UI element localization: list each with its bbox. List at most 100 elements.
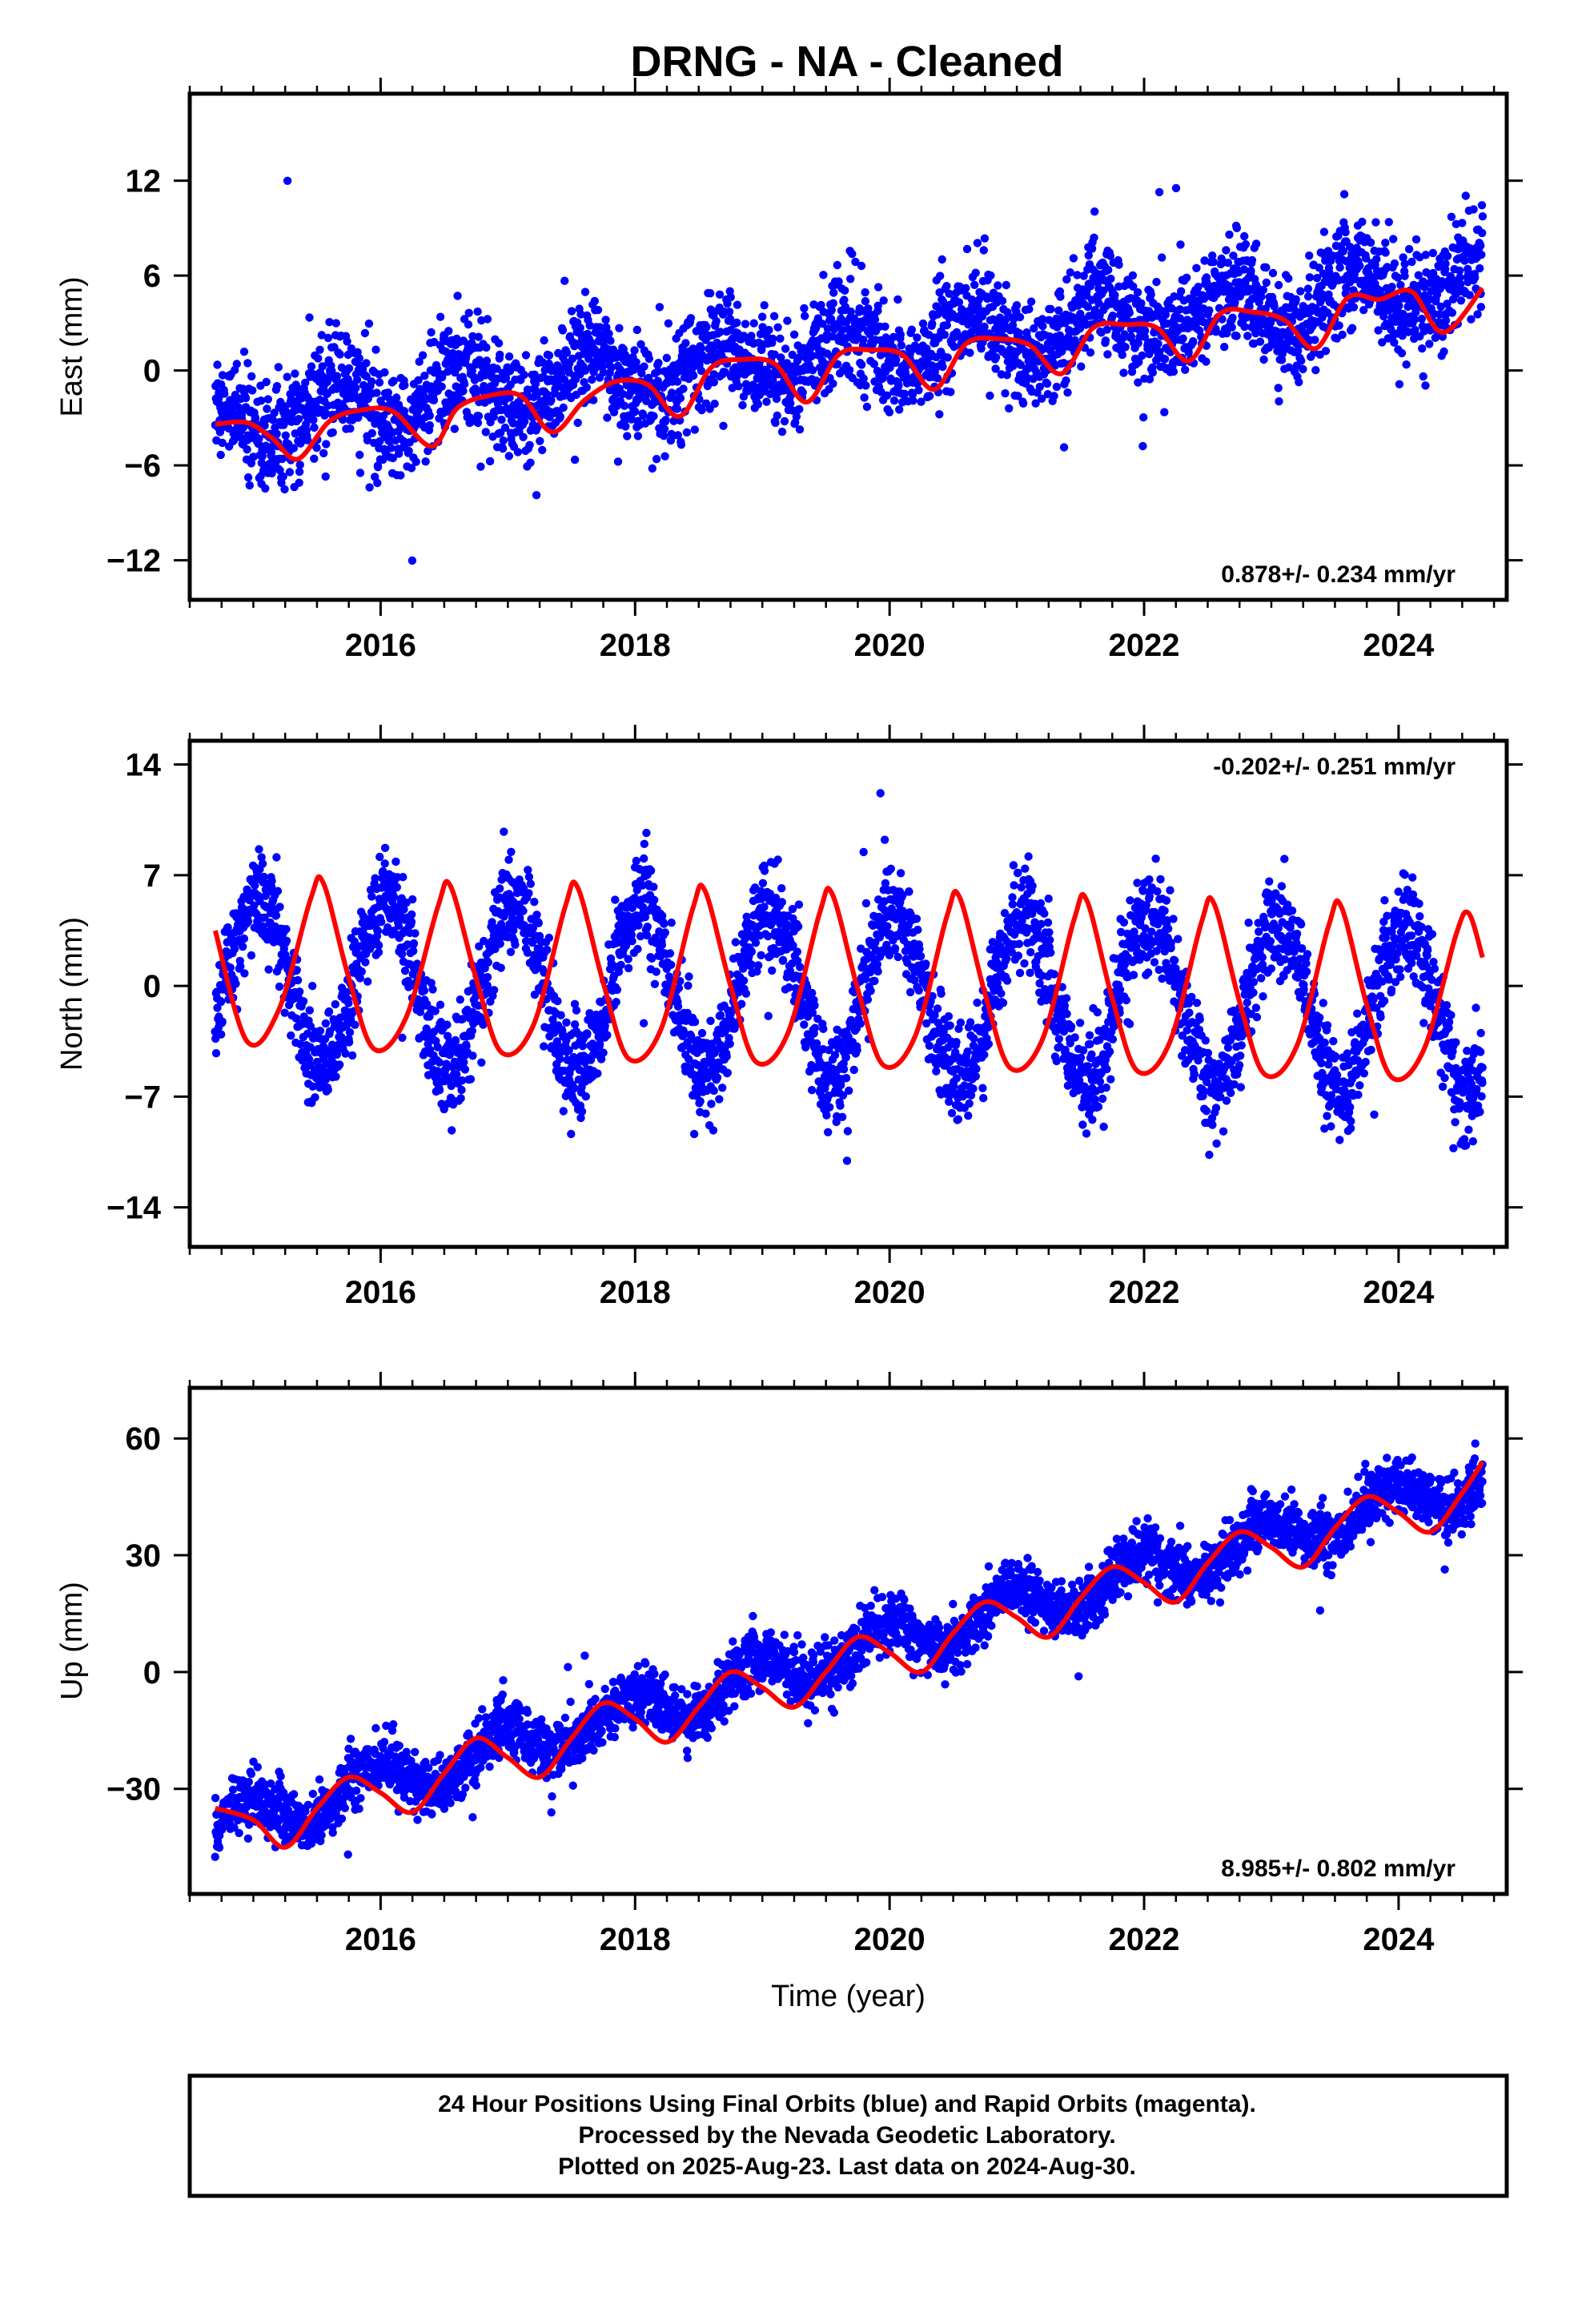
data-point [318, 372, 327, 380]
data-point [559, 1107, 568, 1116]
data-point [1441, 316, 1451, 325]
data-point [829, 379, 837, 388]
data-point [331, 1072, 340, 1081]
data-point [482, 356, 492, 365]
data-point [696, 1097, 705, 1106]
data-point [339, 415, 347, 424]
data-point [861, 381, 870, 390]
data-point [859, 374, 868, 383]
data-point [1066, 268, 1075, 277]
data-point [1155, 348, 1164, 356]
data-point [1152, 277, 1161, 287]
data-point [676, 394, 685, 403]
data-point [1014, 392, 1022, 400]
data-point [907, 325, 917, 334]
data-point [272, 382, 282, 391]
data-point [247, 459, 256, 468]
data-point [560, 276, 569, 285]
data-point [1315, 263, 1323, 272]
data-point [612, 985, 622, 995]
data-point [833, 260, 842, 270]
data-point [236, 433, 245, 442]
data-point [1062, 275, 1071, 284]
data-point [1411, 235, 1421, 244]
data-point [1338, 330, 1347, 340]
data-point [1421, 381, 1430, 390]
data-point [611, 895, 620, 904]
data-point [862, 402, 872, 412]
data-point [777, 884, 786, 893]
data-point [1231, 298, 1239, 307]
data-point [256, 396, 266, 405]
data-point [682, 428, 692, 437]
data-point [507, 847, 516, 857]
data-point [389, 892, 399, 902]
data-point [282, 925, 291, 934]
data-point [604, 329, 613, 338]
data-point [689, 1129, 699, 1139]
data-point [567, 1129, 576, 1139]
data-point [1144, 307, 1154, 316]
data-point [733, 300, 742, 309]
data-point [933, 374, 942, 383]
data-point [218, 1017, 227, 1026]
data-point [739, 976, 749, 985]
data-point [725, 308, 734, 316]
data-point [1455, 266, 1464, 275]
data-point [1178, 334, 1187, 343]
data-point [846, 275, 855, 283]
data-point [399, 873, 408, 882]
data-point [1094, 299, 1103, 308]
data-point [713, 1073, 722, 1082]
data-point [848, 249, 857, 259]
data-point [323, 1085, 332, 1095]
data-point [1410, 315, 1419, 324]
data-point [754, 961, 763, 970]
data-point [559, 403, 568, 412]
data-point [709, 378, 718, 387]
data-point [600, 1021, 609, 1031]
data-point [900, 389, 909, 398]
data-point [540, 365, 549, 375]
data-point [243, 445, 251, 454]
data-point [321, 1019, 330, 1028]
data-point [524, 872, 534, 882]
data-point [421, 457, 430, 466]
data-point [800, 304, 809, 313]
data-point [1341, 227, 1350, 237]
data-point [1225, 230, 1234, 239]
data-point [364, 319, 374, 328]
data-point [556, 412, 564, 421]
data-point [1476, 263, 1484, 273]
data-point [661, 452, 669, 460]
data-point [684, 981, 693, 991]
data-point [624, 963, 633, 973]
data-point [1441, 259, 1450, 268]
data-point [533, 423, 542, 432]
data-point [580, 287, 590, 296]
data-point [737, 999, 746, 1008]
data-point [917, 397, 926, 406]
data-point [747, 332, 756, 340]
data-point [762, 397, 771, 406]
data-point [409, 939, 419, 948]
data-point [520, 370, 528, 380]
data-point [653, 367, 662, 376]
data-point [795, 425, 805, 434]
data-point [1305, 251, 1314, 260]
data-point [1335, 321, 1343, 330]
data-point [523, 948, 532, 957]
data-point [1291, 295, 1300, 304]
data-point [310, 454, 319, 463]
data-point [618, 389, 627, 399]
data-point [1379, 312, 1388, 321]
data-point [908, 390, 917, 399]
data-point [335, 350, 344, 359]
data-point [642, 931, 652, 940]
data-point [986, 271, 995, 280]
data-point [1311, 366, 1320, 375]
data-point [954, 298, 964, 307]
data-point [1318, 313, 1327, 322]
data-point [331, 999, 339, 1009]
